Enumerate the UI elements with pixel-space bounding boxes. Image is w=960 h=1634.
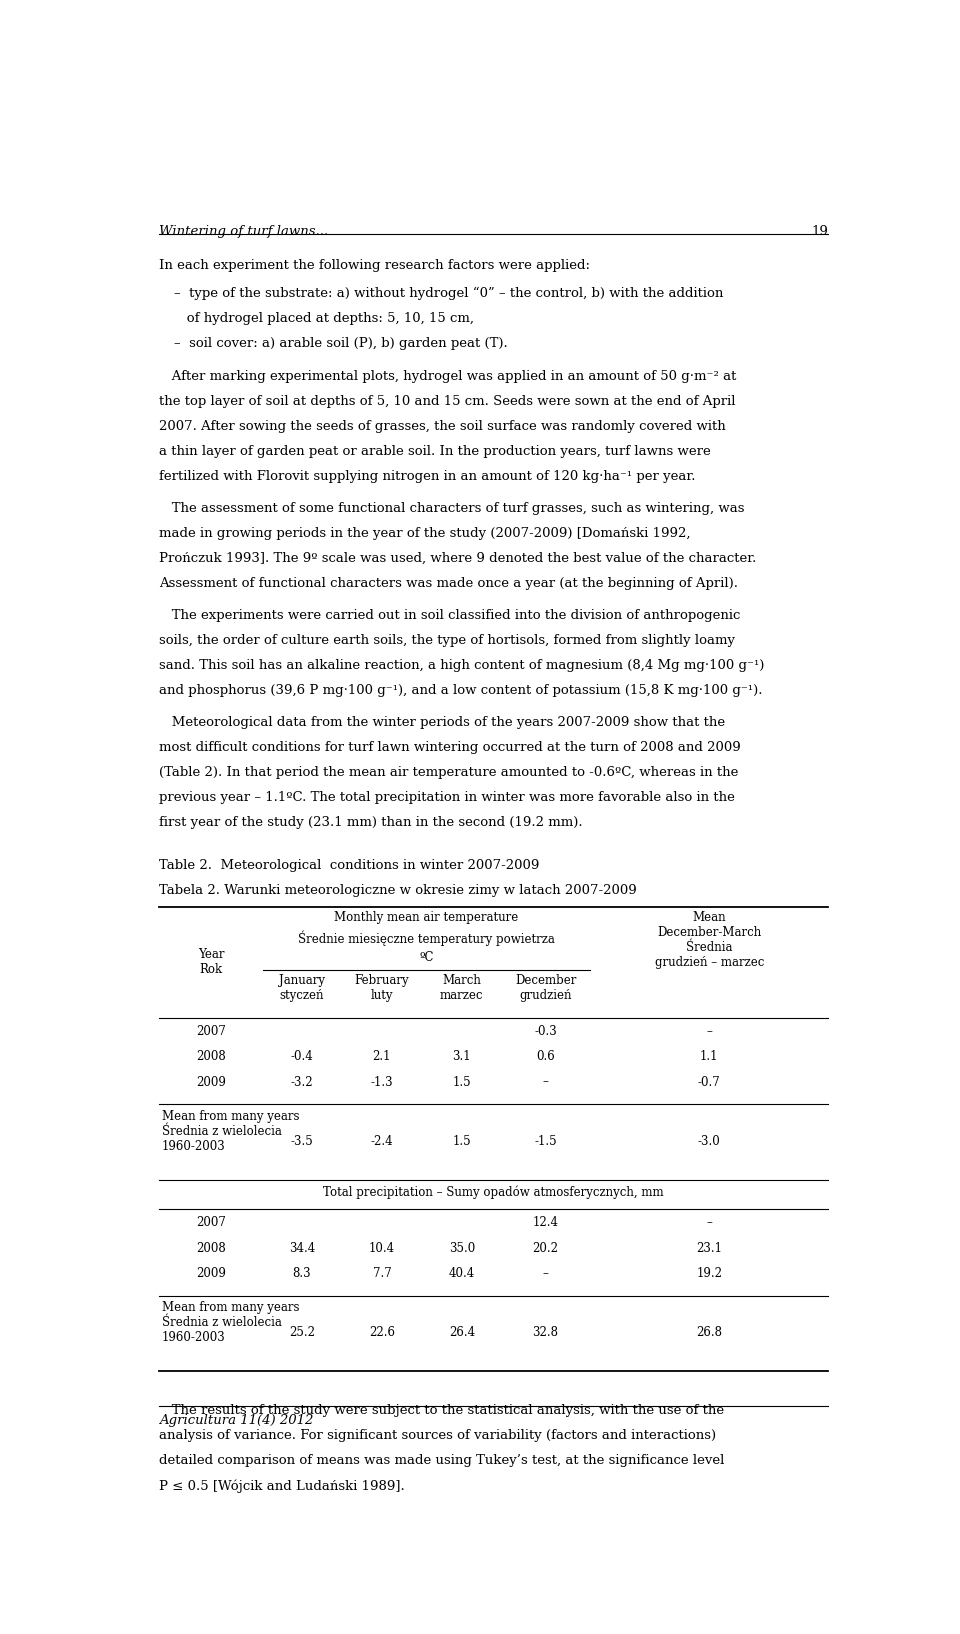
Text: -0.3: -0.3: [534, 1025, 557, 1038]
Text: December
grudzień: December grudzień: [515, 974, 576, 1002]
Text: 3.1: 3.1: [452, 1051, 471, 1064]
Text: The experiments were carried out in soil classified into the division of anthrop: The experiments were carried out in soil…: [158, 609, 740, 623]
Text: 35.0: 35.0: [448, 1242, 475, 1255]
Text: 0.6: 0.6: [537, 1051, 555, 1064]
Text: The results of the study were subject to the statistical analysis, with the use : The results of the study were subject to…: [158, 1404, 724, 1417]
Text: Średnie miesięczne temperatury powietrza: Średnie miesięczne temperatury powietrza: [299, 931, 555, 946]
Text: –: –: [542, 1266, 548, 1279]
Text: –  type of the substrate: a) without hydrogel “0” – the control, b) with the add: – type of the substrate: a) without hydr…: [174, 286, 723, 301]
Text: the top layer of soil at depths of 5, 10 and 15 cm. Seeds were sown at the end o: the top layer of soil at depths of 5, 10…: [158, 395, 735, 408]
Text: Prończuk 1993]. The 9º scale was used, where 9 denoted the best value of the cha: Prończuk 1993]. The 9º scale was used, w…: [158, 552, 756, 565]
Text: 22.6: 22.6: [369, 1325, 395, 1338]
Text: 23.1: 23.1: [696, 1242, 722, 1255]
Text: of hydrogel placed at depths: 5, 10, 15 cm,: of hydrogel placed at depths: 5, 10, 15 …: [174, 312, 473, 325]
Text: 20.2: 20.2: [533, 1242, 559, 1255]
Text: Mean from many years
Średnia z wielolecia
1960-2003: Mean from many years Średnia z wieloleci…: [161, 1301, 300, 1343]
Text: The assessment of some functional characters of turf grasses, such as wintering,: The assessment of some functional charac…: [158, 502, 744, 515]
Text: -0.7: -0.7: [698, 1075, 721, 1088]
Text: 8.3: 8.3: [293, 1266, 311, 1279]
Text: a thin layer of garden peat or arable soil. In the production years, turf lawns : a thin layer of garden peat or arable so…: [158, 444, 710, 458]
Text: 19.2: 19.2: [696, 1266, 722, 1279]
Text: 32.8: 32.8: [533, 1325, 559, 1338]
Text: 1.5: 1.5: [452, 1134, 471, 1147]
Text: Agricultura 11(4) 2012: Agricultura 11(4) 2012: [158, 1413, 313, 1426]
Text: Total precipitation – Sumy opadów atmosferycznych, mm: Total precipitation – Sumy opadów atmosf…: [324, 1185, 663, 1198]
Text: 1.1: 1.1: [700, 1051, 718, 1064]
Text: most difficult conditions for turf lawn wintering occurred at the turn of 2008 a: most difficult conditions for turf lawn …: [158, 740, 740, 753]
Text: 7.7: 7.7: [372, 1266, 392, 1279]
Text: 2007: 2007: [196, 1216, 226, 1229]
Text: fertilized with Florovit supplying nitrogen in an amount of 120 kg·ha⁻¹ per year: fertilized with Florovit supplying nitro…: [158, 471, 695, 484]
Text: and phosphorus (39,6 P mg·100 g⁻¹), and a low content of potassium (15,8 K mg·10: and phosphorus (39,6 P mg·100 g⁻¹), and …: [158, 685, 762, 698]
Text: soils, the order of culture earth soils, the type of hortisols, formed from slig: soils, the order of culture earth soils,…: [158, 634, 734, 647]
Text: Assessment of functional characters was made once a year (at the beginning of Ap: Assessment of functional characters was …: [158, 577, 737, 590]
Text: 1.5: 1.5: [452, 1075, 471, 1088]
Text: -1.3: -1.3: [371, 1075, 394, 1088]
Text: -2.4: -2.4: [371, 1134, 394, 1147]
Text: -3.2: -3.2: [291, 1075, 313, 1088]
Text: (Table 2). In that period the mean air temperature amounted to -0.6ºC, whereas i: (Table 2). In that period the mean air t…: [158, 766, 738, 779]
Text: In each experiment the following research factors were applied:: In each experiment the following researc…: [158, 260, 589, 271]
Text: Tabela 2. Warunki meteorologiczne w okresie zimy w latach 2007-2009: Tabela 2. Warunki meteorologiczne w okre…: [158, 884, 636, 897]
Text: 2009: 2009: [196, 1075, 226, 1088]
Text: -3.0: -3.0: [698, 1134, 721, 1147]
Text: Table 2.  Meteorological  conditions in winter 2007-2009: Table 2. Meteorological conditions in wi…: [158, 859, 540, 873]
Text: 25.2: 25.2: [289, 1325, 315, 1338]
Text: detailed comparison of means was made using Tukey’s test, at the significance le: detailed comparison of means was made us…: [158, 1454, 724, 1467]
Text: 10.4: 10.4: [369, 1242, 395, 1255]
Text: 12.4: 12.4: [533, 1216, 559, 1229]
Text: analysis of variance. For significant sources of variability (factors and intera: analysis of variance. For significant so…: [158, 1430, 716, 1443]
Text: Mean
December-March
Średnia
grudzień – marzec: Mean December-March Średnia grudzień – m…: [655, 910, 764, 969]
Text: March
marzec: March marzec: [440, 974, 484, 1002]
Text: 34.4: 34.4: [289, 1242, 315, 1255]
Text: sand. This soil has an alkaline reaction, a high content of magnesium (8,4 Mg mg: sand. This soil has an alkaline reaction…: [158, 659, 764, 672]
Text: -1.5: -1.5: [535, 1134, 557, 1147]
Text: After marking experimental plots, hydrogel was applied in an amount of 50 g·m⁻² : After marking experimental plots, hydrog…: [158, 369, 736, 382]
Text: -3.5: -3.5: [291, 1134, 313, 1147]
Text: –: –: [542, 1075, 548, 1088]
Text: Year
Rok: Year Rok: [198, 948, 225, 977]
Text: ºC: ºC: [420, 951, 434, 964]
Text: Meteorological data from the winter periods of the years 2007-2009 show that the: Meteorological data from the winter peri…: [158, 716, 725, 729]
Text: January
styczeń: January styczeń: [279, 974, 324, 1002]
Text: Mean from many years
Średnia z wielolecia
1960-2003: Mean from many years Średnia z wieloleci…: [161, 1109, 300, 1152]
Text: 2007. After sowing the seeds of grasses, the soil surface was randomly covered w: 2007. After sowing the seeds of grasses,…: [158, 420, 726, 433]
Text: 26.4: 26.4: [449, 1325, 475, 1338]
Text: 40.4: 40.4: [448, 1266, 475, 1279]
Text: –: –: [707, 1025, 712, 1038]
Text: previous year – 1.1ºC. The total precipitation in winter was more favorable also: previous year – 1.1ºC. The total precipi…: [158, 791, 734, 804]
Text: 2.1: 2.1: [372, 1051, 391, 1064]
Text: –  soil cover: a) arable soil (P), b) garden peat (T).: – soil cover: a) arable soil (P), b) gar…: [174, 337, 507, 350]
Text: 2009: 2009: [196, 1266, 226, 1279]
Text: made in growing periods in the year of the study (2007-2009) [Domański 1992,: made in growing periods in the year of t…: [158, 528, 690, 539]
Text: 2008: 2008: [196, 1242, 226, 1255]
Text: 26.8: 26.8: [696, 1325, 722, 1338]
Text: Monthly mean air temperature: Monthly mean air temperature: [334, 910, 518, 923]
Text: February
luty: February luty: [354, 974, 409, 1002]
Text: -0.4: -0.4: [291, 1051, 313, 1064]
Text: 2008: 2008: [196, 1051, 226, 1064]
Text: Wintering of turf lawns...: Wintering of turf lawns...: [158, 225, 328, 239]
Text: P ≤ 0.5 [Wójcik and Ludański 1989].: P ≤ 0.5 [Wójcik and Ludański 1989].: [158, 1479, 404, 1493]
Text: 19: 19: [811, 225, 828, 239]
Text: first year of the study (23.1 mm) than in the second (19.2 mm).: first year of the study (23.1 mm) than i…: [158, 817, 583, 830]
Text: –: –: [707, 1216, 712, 1229]
Text: 2007: 2007: [196, 1025, 226, 1038]
